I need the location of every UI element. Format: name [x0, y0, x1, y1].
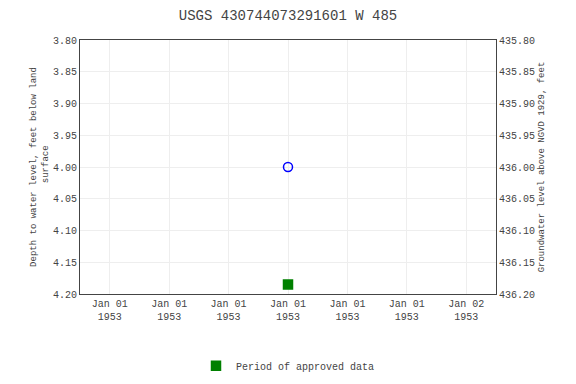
- svg-text:Period of approved data: Period of approved data: [236, 362, 374, 373]
- svg-text:436.15: 436.15: [499, 258, 535, 269]
- svg-text:4.10: 4.10: [53, 226, 77, 237]
- svg-text:436.20: 436.20: [499, 290, 535, 301]
- svg-text:4.05: 4.05: [53, 194, 77, 205]
- svg-text:436.00: 436.00: [499, 163, 535, 174]
- svg-text:USGS 430744073291601 W 485: USGS 430744073291601 W 485: [179, 8, 397, 24]
- svg-text:3.95: 3.95: [53, 131, 77, 142]
- svg-text:Jan 011953: Jan 011953: [329, 299, 365, 323]
- svg-text:Jan 011953: Jan 011953: [211, 299, 247, 323]
- svg-text:435.95: 435.95: [499, 131, 535, 142]
- svg-text:Jan 011953: Jan 011953: [92, 299, 128, 323]
- svg-text:Jan 011953: Jan 011953: [151, 299, 187, 323]
- svg-text:3.90: 3.90: [53, 99, 77, 110]
- svg-text:Jan 011953: Jan 011953: [270, 299, 306, 323]
- svg-text:Groundwater level above NGVD 1: Groundwater level above NGVD 1929, feet: [537, 62, 547, 273]
- svg-text:3.80: 3.80: [53, 36, 77, 47]
- svg-text:435.85: 435.85: [499, 67, 535, 78]
- svg-text:Jan 011953: Jan 011953: [389, 299, 425, 323]
- svg-text:4.00: 4.00: [53, 163, 77, 174]
- svg-text:435.80: 435.80: [499, 36, 535, 47]
- svg-text:Depth to water level, feet bel: Depth to water level, feet below land su…: [29, 67, 51, 267]
- svg-text:436.05: 436.05: [499, 194, 535, 205]
- svg-text:3.85: 3.85: [53, 67, 77, 78]
- svg-text:435.90: 435.90: [499, 99, 535, 110]
- svg-text:Jan 021953: Jan 021953: [448, 299, 484, 323]
- svg-text:4.20: 4.20: [53, 290, 77, 301]
- svg-text:436.10: 436.10: [499, 226, 535, 237]
- svg-text:4.15: 4.15: [53, 258, 77, 269]
